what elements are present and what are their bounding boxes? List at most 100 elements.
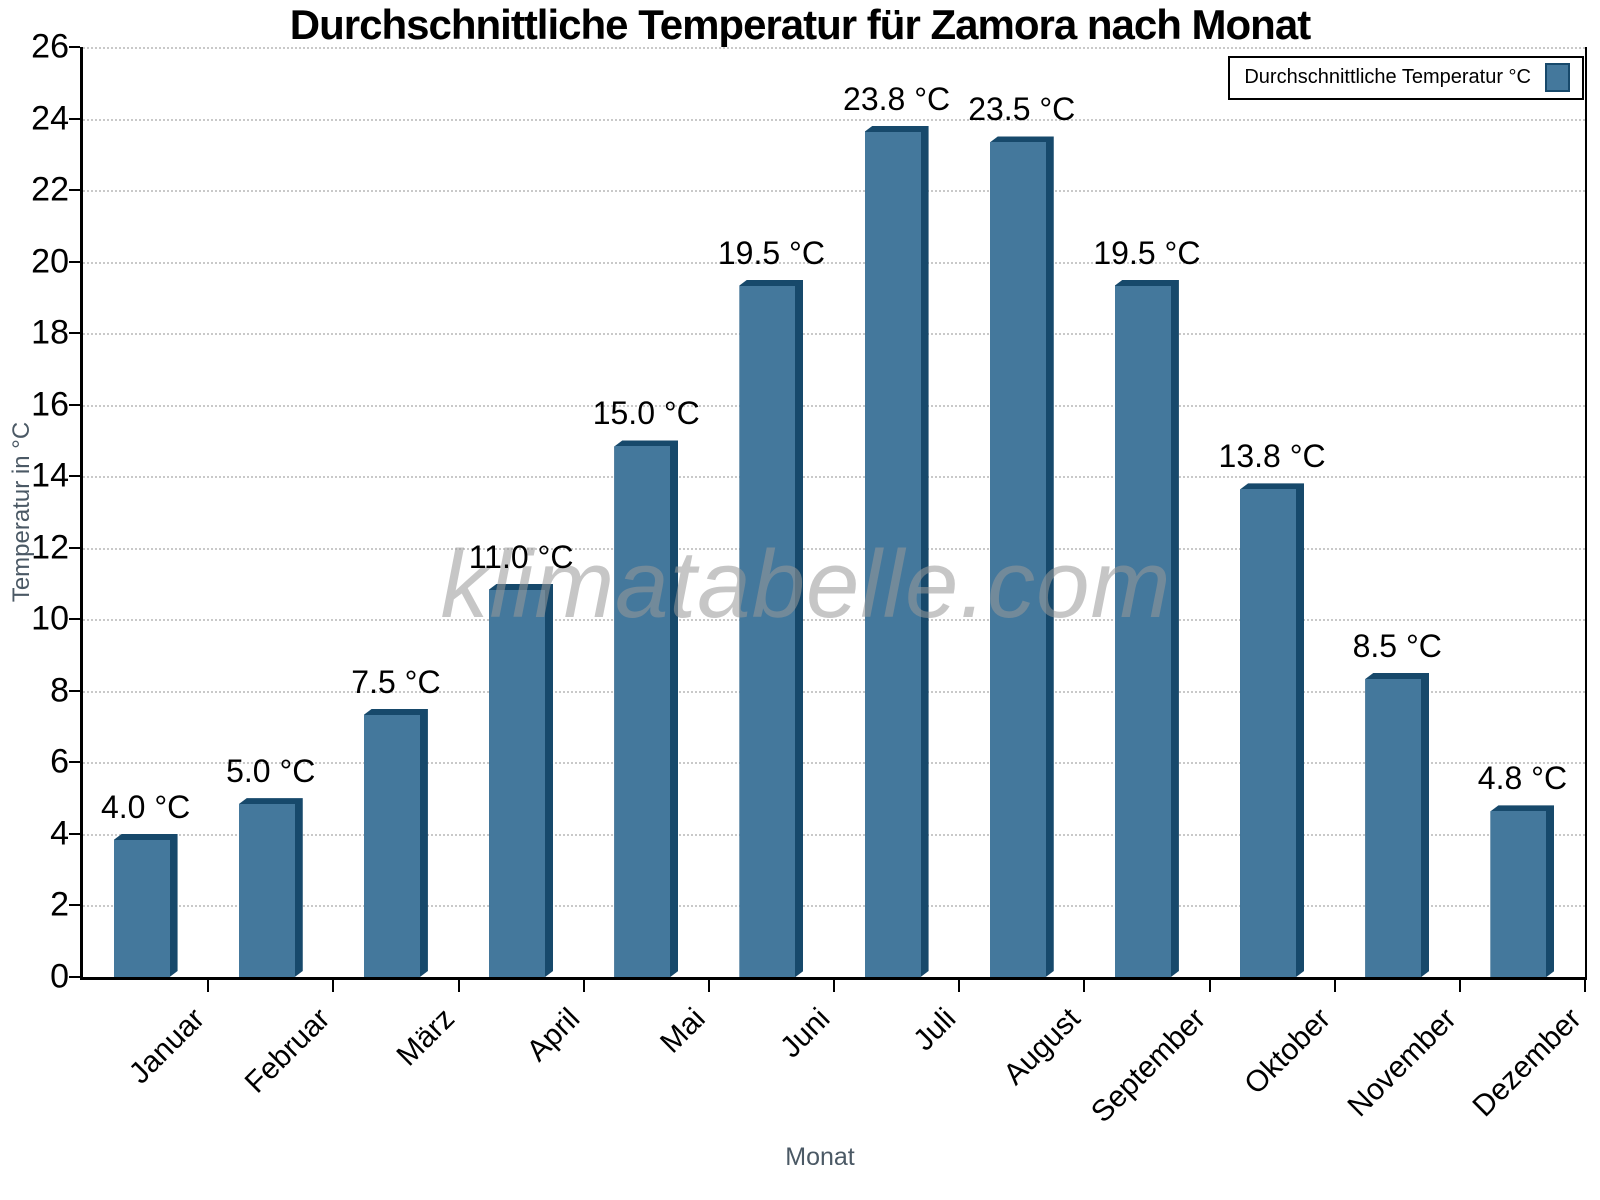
bar-mai — [614, 440, 678, 977]
y-tick-label: 10 — [31, 599, 69, 638]
y-tick-label: 22 — [31, 170, 69, 209]
y-tick-mark — [69, 117, 80, 120]
x-category-label: Juli — [906, 1002, 962, 1058]
y-tick-label: 4 — [50, 814, 69, 853]
bar-märz — [364, 709, 428, 977]
x-category-label: Juni — [774, 1002, 837, 1065]
legend-label: Durchschnittliche Temperatur °C — [1244, 66, 1531, 88]
bar-face — [614, 446, 670, 977]
y-tick-label: 20 — [31, 242, 69, 281]
gridline-10 — [83, 619, 1585, 622]
y-tick-mark — [69, 832, 80, 835]
bar-februar — [239, 798, 303, 977]
y-tick-label: 16 — [31, 385, 69, 424]
y-tick-label: 2 — [50, 885, 69, 924]
legend: Durchschnittliche Temperatur °C — [1228, 56, 1584, 100]
x-category-label: August — [997, 1002, 1088, 1092]
x-category-label: Februar — [238, 1002, 337, 1100]
y-tick-label: 8 — [50, 671, 69, 710]
bar-face — [239, 804, 295, 977]
plot-area: 0 2 4 6 8 10 12 14 16 18 20 22 24 26 4.0 °C Januar 5.0 °… — [31, 28, 1588, 1130]
y-tick-label: 0 — [50, 957, 69, 996]
y-tick-label: 18 — [31, 313, 69, 352]
value-label: 13.8 °C — [1218, 438, 1326, 475]
x-category-label: Mai — [654, 1002, 712, 1060]
bar-september — [1115, 280, 1179, 978]
bar-juli — [865, 126, 929, 977]
y-tick-label: 12 — [31, 528, 69, 567]
gridline-20 — [83, 261, 1585, 264]
gridline-16 — [83, 404, 1585, 407]
gridline-22 — [83, 190, 1585, 193]
bar-juni — [739, 280, 803, 978]
y-tick-label: 6 — [50, 742, 69, 781]
bar-april — [489, 584, 553, 977]
bar-face — [739, 286, 795, 978]
value-label: 7.5 °C — [351, 663, 441, 700]
gridline-2 — [83, 905, 1585, 908]
bar-face — [865, 132, 921, 977]
gridline-8 — [83, 690, 1585, 693]
y-tick-mark — [69, 976, 80, 978]
value-label: 4.8 °C — [1477, 760, 1568, 797]
y-axis-title: Temperatur in °C — [8, 421, 35, 603]
gridline-6 — [83, 762, 1585, 765]
bar-dezember — [1490, 805, 1554, 977]
x-tick-mark — [707, 980, 710, 992]
y-tick-mark — [69, 332, 80, 335]
y-tick-mark — [69, 689, 80, 692]
y-tick-mark — [69, 46, 80, 48]
y-tick-mark — [69, 260, 80, 263]
legend-swatch — [1545, 63, 1570, 92]
chart-title: Durchschnittliche Temperatur für Zamora … — [289, 1, 1311, 48]
y-tick-mark — [69, 403, 80, 406]
y-tick-label: 26 — [31, 27, 69, 66]
value-label: 23.5 °C — [968, 91, 1076, 128]
x-tick-mark — [1458, 980, 1461, 992]
y-tick-label: 24 — [31, 99, 69, 138]
x-tick-mark — [1333, 980, 1336, 992]
x-category-label: November — [1341, 1002, 1463, 1124]
x-category-label: September — [1085, 1002, 1213, 1130]
value-label: 19.5 °C — [1093, 234, 1201, 271]
gridline-14 — [83, 476, 1585, 479]
bar-face — [1115, 286, 1171, 978]
value-label: 8.5 °C — [1352, 627, 1442, 664]
value-label: 19.5 °C — [717, 234, 825, 271]
gridline-24 — [83, 118, 1585, 121]
bar-face — [990, 142, 1046, 977]
x-tick-mark — [958, 980, 961, 992]
bar-face — [1365, 679, 1421, 977]
value-label: 11.0 °C — [468, 538, 574, 575]
x-axis-title: Monat — [785, 1143, 855, 1171]
bar-face — [489, 590, 545, 977]
value-label: 5.0 °C — [226, 753, 316, 790]
bar-face — [1490, 811, 1546, 977]
x-category-label: Januar — [122, 1002, 211, 1091]
x-tick-mark — [332, 980, 335, 992]
x-category-label: März — [390, 1002, 462, 1073]
x-tick-mark — [1208, 980, 1211, 992]
y-tick-label: 14 — [31, 456, 69, 495]
value-label: 23.8 °C — [843, 80, 951, 117]
x-category-label: Dezember — [1466, 1002, 1588, 1124]
gridline-18 — [83, 333, 1585, 336]
y-tick-mark — [69, 475, 80, 478]
bar-november — [1365, 673, 1429, 977]
x-tick-mark — [1083, 980, 1086, 992]
x-tick-mark — [207, 980, 210, 992]
x-category-label: April — [520, 1002, 587, 1068]
x-tick-mark — [457, 980, 460, 992]
y-tick-mark — [69, 761, 80, 764]
value-label: 4.0 °C — [100, 788, 191, 825]
gridline-26 — [83, 47, 1585, 49]
x-tick-mark — [833, 980, 835, 992]
x-tick-mark — [1584, 980, 1586, 992]
bar-face — [364, 715, 420, 977]
value-label: 15.0 °C — [592, 395, 700, 432]
bar-face — [1240, 489, 1296, 977]
y-tick-mark — [69, 904, 80, 907]
y-tick-mark — [69, 189, 80, 192]
bar-august — [990, 136, 1054, 977]
